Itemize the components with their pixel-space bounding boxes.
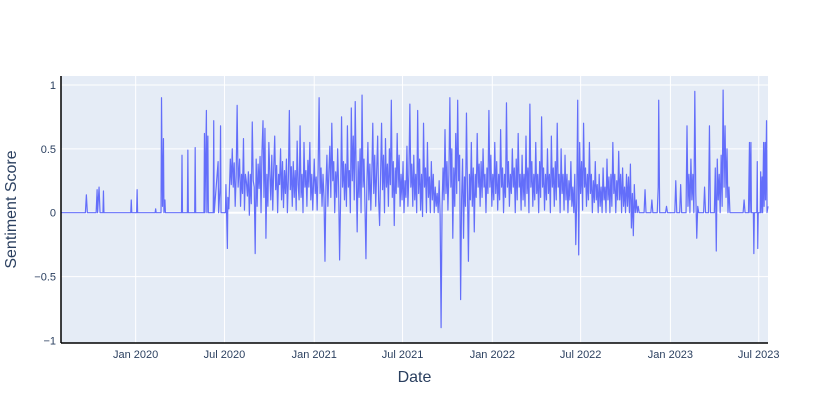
x-tick-label: Jul 2023 (738, 349, 780, 361)
x-tick-label: Jul 2022 (560, 349, 602, 361)
y-tick-label: 1 (50, 80, 56, 92)
x-axis-title: Date (398, 369, 432, 386)
x-tick-label: Jan 2021 (292, 349, 337, 361)
y-tick-label: −1 (43, 335, 56, 347)
x-tick-label: Jan 2020 (113, 349, 158, 361)
sentiment-series-line (61, 89, 769, 329)
y-tick-label: −0.5 (34, 272, 56, 284)
x-tick-label: Jul 2021 (382, 349, 424, 361)
x-tick-label: Jul 2020 (204, 349, 246, 361)
x-tick-label: Jan 2022 (470, 349, 515, 361)
plot-background (61, 76, 768, 343)
x-tick-labels: Jan 2020 Jul 2020 Jan 2021 Jul 2021 Jan 2022… (113, 349, 780, 361)
y-tick-labels: 1 0.5 0 −0.5 −1 (34, 80, 56, 348)
y-tick-label: 0.5 (41, 144, 56, 156)
y-tick-label: 0 (50, 208, 56, 220)
y-axis-title: Sentiment Score (3, 150, 20, 268)
x-tick-label: Jan 2023 (648, 349, 693, 361)
